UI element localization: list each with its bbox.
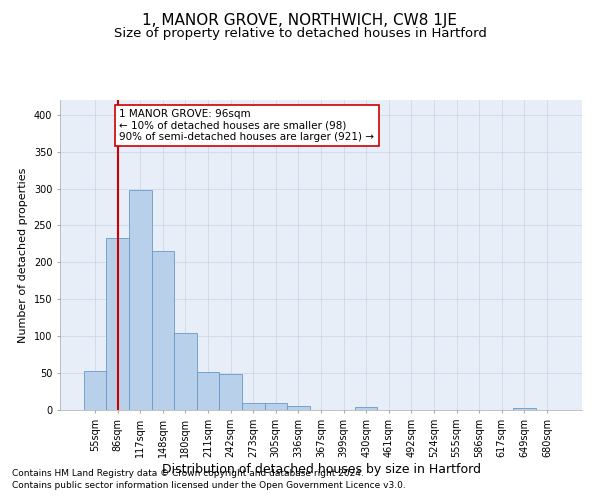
Bar [152, 252, 174, 410]
Text: Size of property relative to detached houses in Hartford: Size of property relative to detached ho… [113, 28, 487, 40]
Bar [106, 238, 129, 410]
Bar [197, 372, 220, 410]
Bar [174, 333, 197, 410]
Bar [220, 374, 242, 410]
Bar [513, 408, 536, 410]
Bar [84, 371, 106, 410]
Text: Contains public sector information licensed under the Open Government Licence v3: Contains public sector information licen… [12, 481, 406, 490]
Text: 1 MANOR GROVE: 96sqm
← 10% of detached houses are smaller (98)
90% of semi-detac: 1 MANOR GROVE: 96sqm ← 10% of detached h… [119, 109, 374, 142]
Y-axis label: Number of detached properties: Number of detached properties [18, 168, 28, 342]
X-axis label: Distribution of detached houses by size in Hartford: Distribution of detached houses by size … [161, 462, 481, 475]
Bar [287, 406, 310, 410]
Bar [265, 402, 287, 410]
Bar [242, 402, 265, 410]
Bar [355, 407, 377, 410]
Text: Contains HM Land Registry data © Crown copyright and database right 2024.: Contains HM Land Registry data © Crown c… [12, 468, 364, 477]
Bar [129, 190, 152, 410]
Text: 1, MANOR GROVE, NORTHWICH, CW8 1JE: 1, MANOR GROVE, NORTHWICH, CW8 1JE [143, 12, 458, 28]
